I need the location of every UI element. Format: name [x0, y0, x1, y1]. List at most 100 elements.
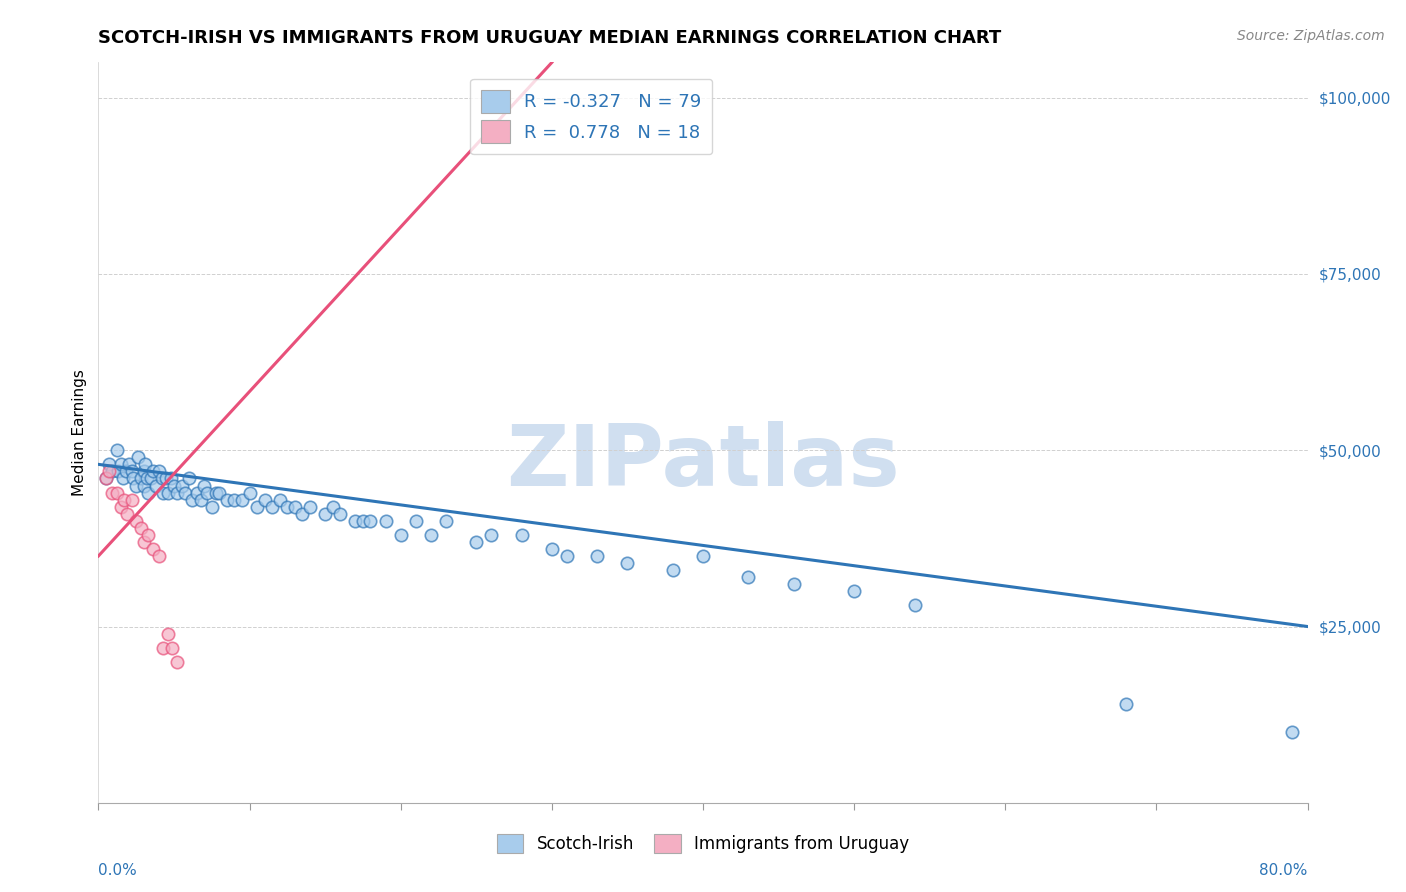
Point	[152, 640, 174, 655]
Point	[344, 514, 367, 528]
Point	[616, 556, 638, 570]
Point	[94, 471, 117, 485]
Point	[112, 492, 135, 507]
Point	[156, 626, 179, 640]
Point	[160, 471, 183, 485]
Point	[110, 500, 132, 514]
Point	[193, 478, 215, 492]
Point	[374, 514, 396, 528]
Point	[105, 443, 128, 458]
Point	[121, 464, 143, 478]
Point	[155, 471, 177, 485]
Y-axis label: Median Earnings: Median Earnings	[72, 369, 87, 496]
Point	[465, 535, 488, 549]
Point	[141, 471, 163, 485]
Point	[142, 464, 165, 478]
Point	[118, 458, 141, 472]
Point	[1115, 697, 1137, 711]
Point	[142, 541, 165, 556]
Point	[181, 492, 204, 507]
Point	[105, 485, 128, 500]
Point	[190, 492, 212, 507]
Point	[122, 471, 145, 485]
Point	[389, 528, 412, 542]
Point	[163, 478, 186, 492]
Point	[510, 528, 533, 542]
Point	[98, 464, 121, 478]
Point	[844, 584, 866, 599]
Point	[224, 492, 246, 507]
Point	[132, 464, 155, 478]
Point	[239, 485, 262, 500]
Point	[253, 492, 276, 507]
Point	[540, 541, 562, 556]
Point	[1281, 725, 1303, 739]
Point	[132, 478, 155, 492]
Point	[692, 549, 714, 563]
Point	[179, 471, 201, 485]
Point	[246, 500, 269, 514]
Point	[586, 549, 609, 563]
Point	[98, 458, 121, 472]
Point	[125, 478, 148, 492]
Point	[737, 570, 759, 584]
Point	[186, 485, 208, 500]
Point	[156, 485, 179, 500]
Point	[166, 485, 188, 500]
Point	[152, 485, 174, 500]
Point	[114, 464, 136, 478]
Point	[110, 458, 132, 472]
Point	[148, 464, 170, 478]
Point	[150, 471, 173, 485]
Text: SCOTCH-IRISH VS IMMIGRANTS FROM URUGUAY MEDIAN EARNINGS CORRELATION CHART: SCOTCH-IRISH VS IMMIGRANTS FROM URUGUAY …	[98, 29, 1001, 47]
Point	[360, 514, 382, 528]
Point	[107, 464, 129, 478]
Point	[314, 507, 336, 521]
Point	[434, 514, 457, 528]
Point	[136, 528, 159, 542]
Point	[170, 478, 193, 492]
Point	[269, 492, 291, 507]
Text: ZIPatlas: ZIPatlas	[506, 421, 900, 504]
Point	[405, 514, 427, 528]
Point	[134, 458, 156, 472]
Point	[352, 514, 374, 528]
Text: 0.0%: 0.0%	[98, 863, 138, 878]
Point	[145, 478, 167, 492]
Point	[322, 500, 344, 514]
Point	[111, 471, 134, 485]
Point	[329, 507, 352, 521]
Point	[121, 492, 143, 507]
Point	[481, 528, 503, 542]
Point	[129, 471, 152, 485]
Text: 80.0%: 80.0%	[1260, 863, 1308, 878]
Point	[231, 492, 253, 507]
Point	[555, 549, 578, 563]
Point	[129, 521, 152, 535]
Point	[162, 640, 184, 655]
Point	[201, 500, 224, 514]
Point	[135, 471, 157, 485]
Point	[101, 485, 124, 500]
Point	[205, 485, 228, 500]
Point	[148, 549, 170, 563]
Point	[276, 500, 298, 514]
Point	[291, 507, 314, 521]
Point	[215, 492, 238, 507]
Point	[208, 485, 231, 500]
Point	[132, 535, 155, 549]
Point	[94, 471, 117, 485]
Point	[904, 599, 927, 613]
Point	[783, 577, 806, 591]
Point	[299, 500, 322, 514]
Point	[101, 464, 124, 478]
Point	[166, 655, 188, 669]
Point	[136, 485, 159, 500]
Text: Source: ZipAtlas.com: Source: ZipAtlas.com	[1237, 29, 1385, 43]
Point	[127, 450, 149, 465]
Legend: Scotch-Irish, Immigrants from Uruguay: Scotch-Irish, Immigrants from Uruguay	[488, 825, 918, 861]
Point	[284, 500, 307, 514]
Point	[420, 528, 443, 542]
Point	[262, 500, 284, 514]
Point	[115, 507, 138, 521]
